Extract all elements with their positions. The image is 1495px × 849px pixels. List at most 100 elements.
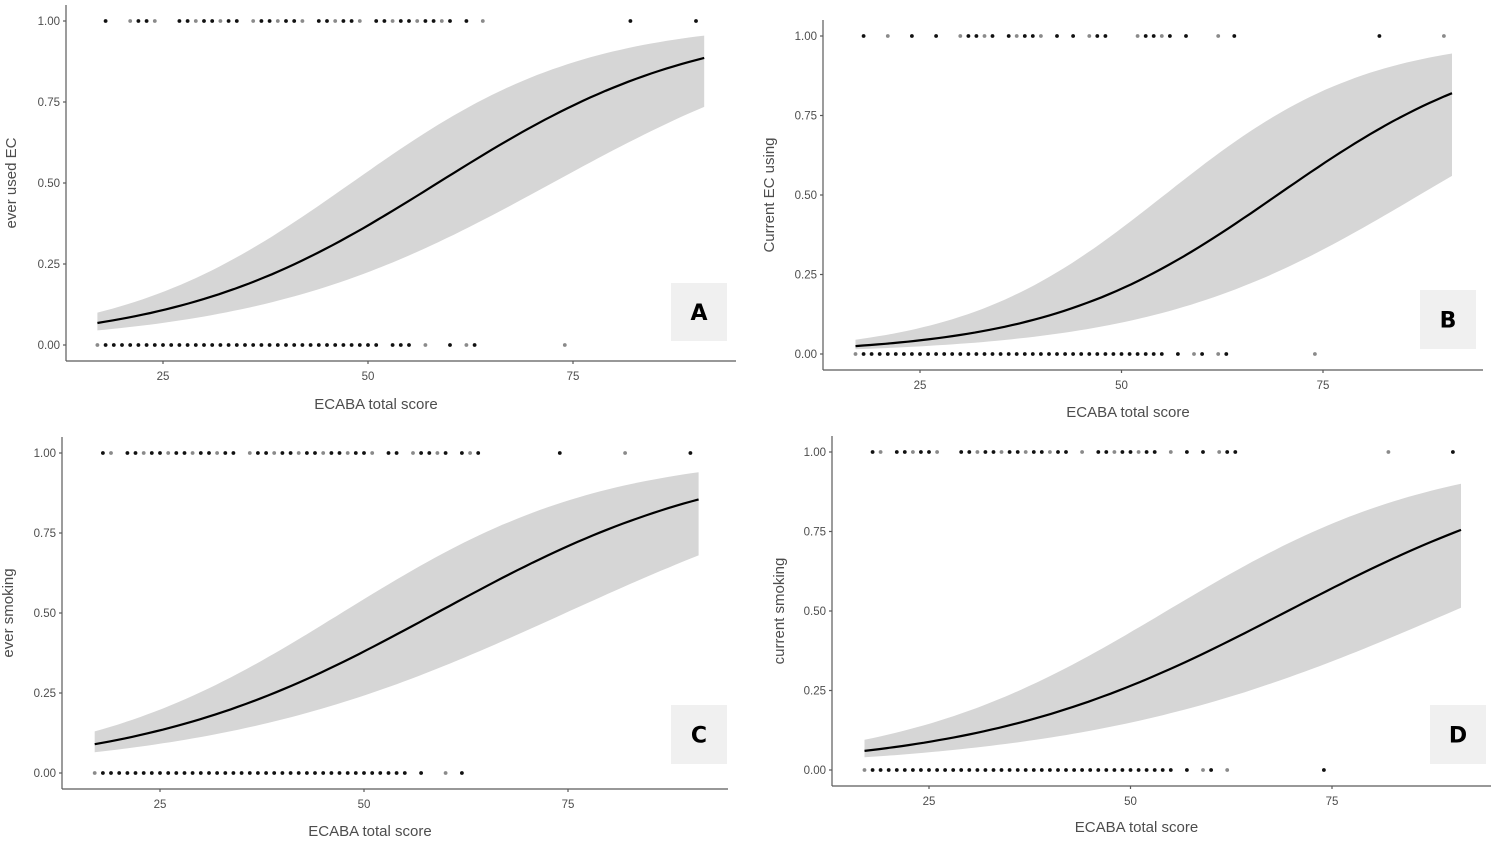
data-point: [1135, 34, 1140, 38]
data-point: [133, 771, 138, 775]
data-point: [349, 19, 354, 23]
data-point: [1087, 34, 1092, 38]
data-point: [1080, 768, 1084, 772]
data-point: [345, 451, 350, 455]
data-point: [1006, 352, 1011, 356]
panel-a: 0.00 0.25 0.50 0.75 1.00 25 50 75 ECABA total sc…: [3, 5, 736, 413]
data-point: [878, 450, 883, 454]
data-point: [296, 451, 301, 455]
data-point: [870, 450, 875, 454]
data-point: [149, 451, 154, 455]
confidence-band: [97, 35, 705, 331]
data-point: [902, 450, 907, 454]
data-point: [893, 352, 898, 356]
data-point: [402, 771, 407, 775]
data-point: [950, 352, 955, 356]
data-point: [407, 343, 411, 347]
data-point: [894, 768, 899, 772]
confidence-band: [94, 472, 699, 753]
y-tick-label: 0.00: [795, 349, 817, 361]
data-point: [1168, 450, 1173, 454]
y-tick-label: 0.50: [34, 608, 56, 620]
data-point: [1088, 768, 1093, 772]
data-point: [1120, 450, 1125, 454]
data-point: [934, 352, 938, 356]
data-point: [1103, 34, 1108, 38]
data-point: [1039, 768, 1044, 772]
data-point: [1225, 450, 1230, 454]
y-tick-label: 1.00: [804, 447, 826, 459]
data-point: [1096, 768, 1101, 772]
data-point: [1111, 352, 1116, 356]
data-point: [394, 771, 399, 775]
data-point: [111, 343, 116, 347]
data-point: [272, 771, 277, 775]
data-point: [982, 34, 987, 38]
data-point: [1087, 352, 1092, 356]
panel-label: A: [690, 301, 707, 326]
data-point: [1216, 352, 1221, 356]
data-point: [1048, 450, 1052, 454]
data-point: [398, 343, 403, 347]
data-point: [999, 768, 1004, 772]
data-point: [1233, 450, 1238, 454]
data-point: [1151, 352, 1156, 356]
data-point: [272, 451, 277, 455]
data-point: [267, 19, 272, 23]
data-point: [983, 450, 988, 454]
data-point: [374, 343, 379, 347]
data-point: [1030, 34, 1035, 38]
data-point: [234, 343, 239, 347]
data-point: [1031, 768, 1036, 772]
data-point: [1015, 768, 1020, 772]
data-point: [1127, 352, 1132, 356]
x-tick-label: 75: [562, 799, 575, 811]
data-point: [280, 451, 285, 455]
data-point: [911, 450, 915, 454]
fit-line: [855, 92, 1453, 348]
data-point: [210, 19, 215, 23]
data-point: [398, 19, 403, 23]
data-point: [861, 352, 866, 356]
data-point: [190, 771, 195, 775]
data-point: [223, 771, 228, 775]
data-point: [234, 19, 239, 23]
data-point: [329, 451, 334, 455]
data-point: [349, 343, 354, 347]
data-point: [1079, 352, 1084, 356]
data-point: [464, 343, 469, 347]
data-point: [1007, 450, 1012, 454]
data-point: [1322, 768, 1326, 772]
data-point: [910, 352, 914, 356]
data-point: [362, 771, 366, 775]
data-point: [910, 34, 914, 38]
data-point: [182, 771, 187, 775]
data-point: [345, 771, 350, 775]
data-point: [218, 343, 223, 347]
data-point: [1225, 768, 1230, 772]
data-point: [1039, 34, 1043, 38]
data-point: [174, 451, 179, 455]
data-point: [967, 768, 972, 772]
data-point: [990, 34, 995, 38]
panel-label-box: [1430, 705, 1486, 764]
y-tick-label: 0.50: [804, 606, 826, 618]
data-point: [158, 451, 162, 455]
data-point: [974, 34, 979, 38]
data-point: [853, 352, 858, 356]
data-point: [1056, 768, 1060, 772]
x-axis-title: ECABA total score: [314, 396, 437, 413]
data-point: [443, 771, 448, 775]
data-point: [251, 343, 256, 347]
data-point: [341, 343, 346, 347]
data-points: [853, 34, 1446, 356]
data-point: [1104, 450, 1109, 454]
data-point: [144, 343, 149, 347]
data-point: [341, 19, 346, 23]
x-tick-label: 25: [923, 796, 936, 808]
data-point: [362, 451, 366, 455]
data-point: [1119, 352, 1124, 356]
data-point: [136, 19, 141, 23]
data-point: [974, 352, 979, 356]
data-point: [885, 34, 890, 38]
